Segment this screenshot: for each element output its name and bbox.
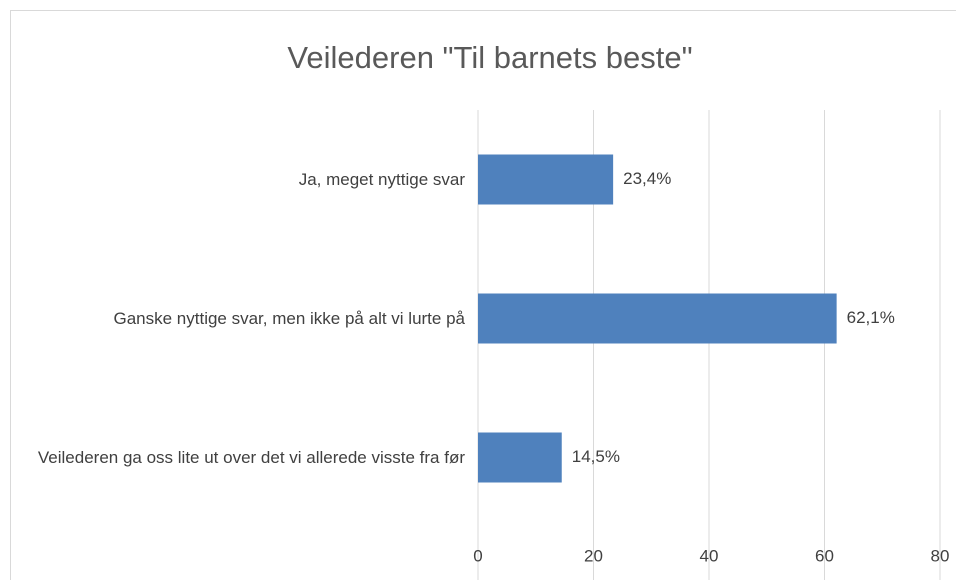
value-label: 23,4% (623, 169, 671, 188)
x-tick-label: 80 (931, 546, 950, 565)
y-tick-label-box: Veilederen ga oss lite ut over det vi al… (15, 418, 465, 498)
y-tick-label: Ganske nyttige svar, men ikke på alt vi … (113, 308, 465, 328)
y-tick-label: Ja, meget nyttige svar (298, 169, 465, 189)
bar (478, 432, 562, 483)
y-tick-label: Veilederen ga oss lite ut over det vi al… (37, 447, 465, 467)
x-tick-label: 60 (815, 546, 834, 565)
x-tick-label: 0 (473, 546, 482, 565)
y-tick-label-box: Ja, meget nyttige svar (15, 140, 465, 220)
x-tick-label: 40 (700, 546, 719, 565)
chart-border (10, 10, 956, 580)
chart-title: Veilederen "Til barnets beste" (287, 40, 692, 75)
bar (478, 154, 614, 205)
x-tick-label: 20 (584, 546, 603, 565)
value-label: 62,1% (847, 308, 895, 327)
value-label: 14,5% (572, 447, 620, 466)
bar (478, 293, 837, 344)
y-tick-label-box: Ganske nyttige svar, men ikke på alt vi … (15, 279, 465, 359)
